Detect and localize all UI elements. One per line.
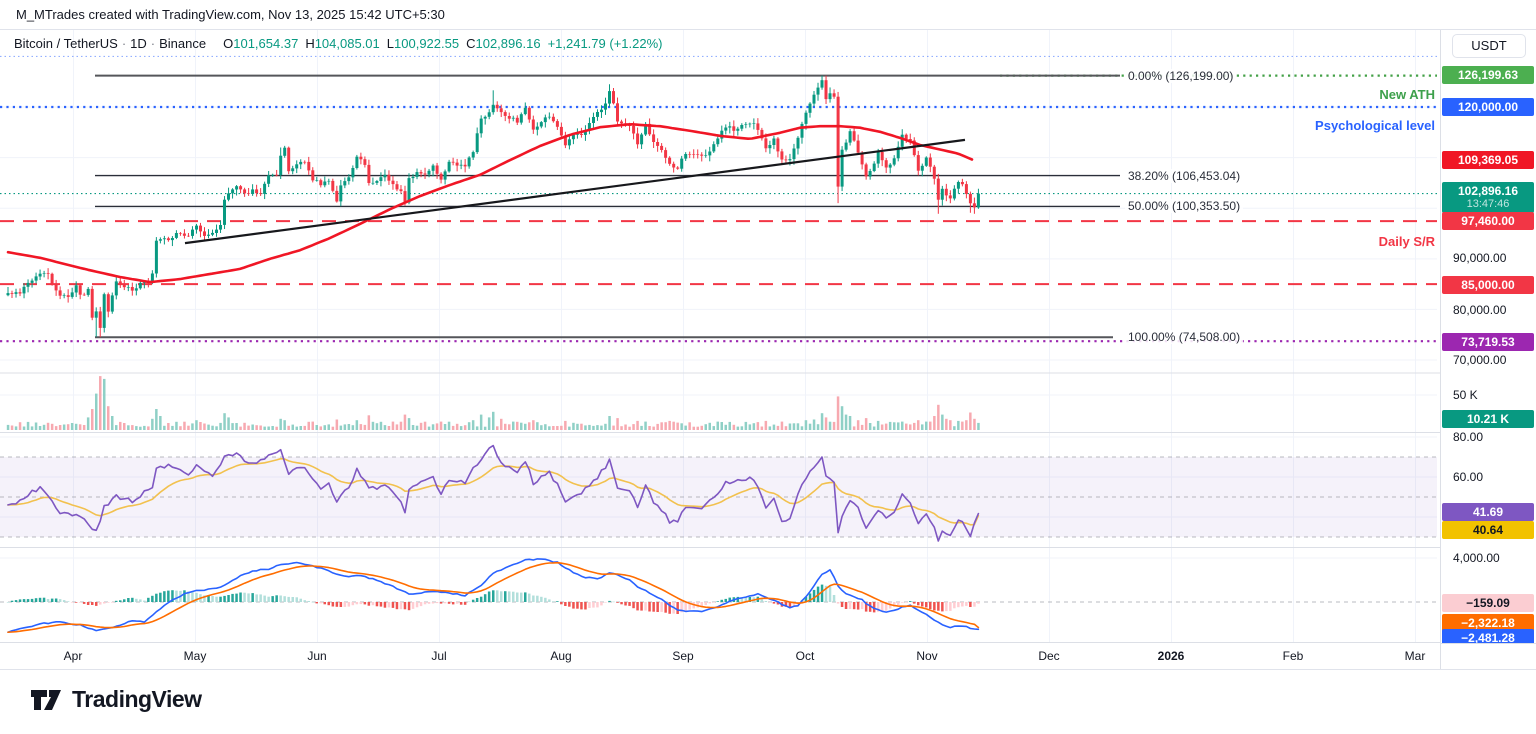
price-scale-label: 50 K [1453, 388, 1478, 402]
time-axis-label-nov: Nov [916, 649, 938, 663]
time-axis-label-apr: Apr [63, 649, 83, 663]
price-badge: 102,896.16 13:47:46 [1442, 182, 1534, 213]
axis-corner [1441, 643, 1536, 669]
annotation-daily-s-r[interactable]: Daily S/R [1378, 234, 1435, 249]
price-badge: 126,199.63 [1442, 66, 1534, 84]
fib-level-label[interactable]: 0.00% (126,199.00) [1125, 68, 1237, 83]
price-axis[interactable]: USDT 126,199.63 120,000.00 109,369.05 102,8… [1440, 30, 1536, 669]
time-axis-label-jul: Jul [431, 649, 447, 663]
price-scale-label: 70,000.00 [1453, 353, 1507, 367]
footer: TradingView [0, 669, 1536, 734]
price-scale-label: 60.00 [1453, 470, 1484, 484]
price-badge: 73,719.53 [1442, 333, 1534, 351]
price-badge: 40.64 [1442, 521, 1534, 539]
low-value: 100,922.55 [394, 36, 460, 51]
annotation-new-ath[interactable]: New ATH [1379, 87, 1435, 102]
time-axis-label-jun: Jun [307, 649, 327, 663]
time-axis[interactable]: Apr May Jun Jul Aug Sep Oct Nov Dec 2026 Feb Mar [0, 643, 1440, 669]
price-badge: 41.69 [1442, 503, 1534, 521]
open-value: 101,654.37 [233, 36, 299, 51]
time-axis-label-feb: Feb [1282, 649, 1304, 663]
price-badge: −2,322.18 [1442, 614, 1534, 632]
price-badge: 120,000.00 [1442, 98, 1534, 116]
attribution-bar: M_MTrades created with TradingView.com, … [0, 0, 1536, 30]
symbol-legend[interactable]: Bitcoin / TetherUS · 1D · Binance O101,654.37… [14, 36, 662, 51]
price-scale-label: 4,000.00 [1453, 551, 1500, 565]
price-scale-label: 80,000.00 [1453, 303, 1507, 317]
change-value: +1,241.79 (+1.22%) [547, 36, 663, 51]
time-axis-label-aug: Aug [550, 649, 572, 663]
exchange-label[interactable]: Binance [159, 36, 207, 51]
annotation-psychological-level[interactable]: Psychological level [1315, 118, 1435, 133]
chart-region: Bitcoin / TetherUS · 1D · Binance O101,654.37… [0, 30, 1536, 669]
time-axis-label-may: May [183, 649, 207, 663]
fib-level-label[interactable]: 38.20% (106,453.04) [1125, 168, 1244, 183]
price-badge: 85,000.00 [1442, 276, 1534, 294]
legend-separator: · [150, 36, 156, 51]
price-chart-svg [0, 30, 1440, 643]
price-badge: −159.09 [1442, 594, 1534, 612]
time-axis-label-mar: Mar [1404, 649, 1426, 663]
attribution-text: M_MTrades created with TradingView.com, … [16, 7, 445, 22]
tradingview-logo-text: TradingView [72, 686, 202, 712]
price-badge: 97,460.00 [1442, 212, 1534, 230]
price-badge: 10.21 K [1442, 410, 1534, 428]
close-value: 102,896.16 [475, 36, 541, 51]
ohlc-values: O101,654.37 H104,085.01 L100,922.55 C102,89… [223, 36, 663, 51]
legend-separator: · [121, 36, 127, 51]
tradingview-logo-icon [31, 689, 61, 710]
price-scale-label: 90,000.00 [1453, 251, 1507, 265]
price-badge: 109,369.05 [1442, 151, 1534, 169]
tradingview-logo[interactable]: TradingView [30, 686, 202, 713]
time-axis-label-dec: Dec [1038, 649, 1060, 663]
high-value: 104,085.01 [314, 36, 380, 51]
price-badge: −2,481.28 [1442, 629, 1534, 647]
interval-label[interactable]: 1D [130, 36, 147, 51]
time-axis-label-sep: Sep [672, 649, 694, 663]
countdown-timer: 13:47:46 [1466, 198, 1510, 210]
symbol-name[interactable]: Bitcoin / TetherUS [14, 36, 118, 51]
time-axis-label-2026: 2026 [1157, 649, 1185, 663]
fib-level-label[interactable]: 50.00% (100,353.50) [1125, 199, 1244, 214]
fib-level-label[interactable]: 100.00% (74,508.00) [1125, 330, 1244, 345]
price-scale-label: 80.00 [1453, 430, 1484, 444]
time-axis-label-oct: Oct [795, 649, 815, 663]
chart-canvas[interactable]: Bitcoin / TetherUS · 1D · Binance O101,654.37… [0, 30, 1440, 669]
currency-toggle-button[interactable]: USDT [1452, 34, 1526, 58]
